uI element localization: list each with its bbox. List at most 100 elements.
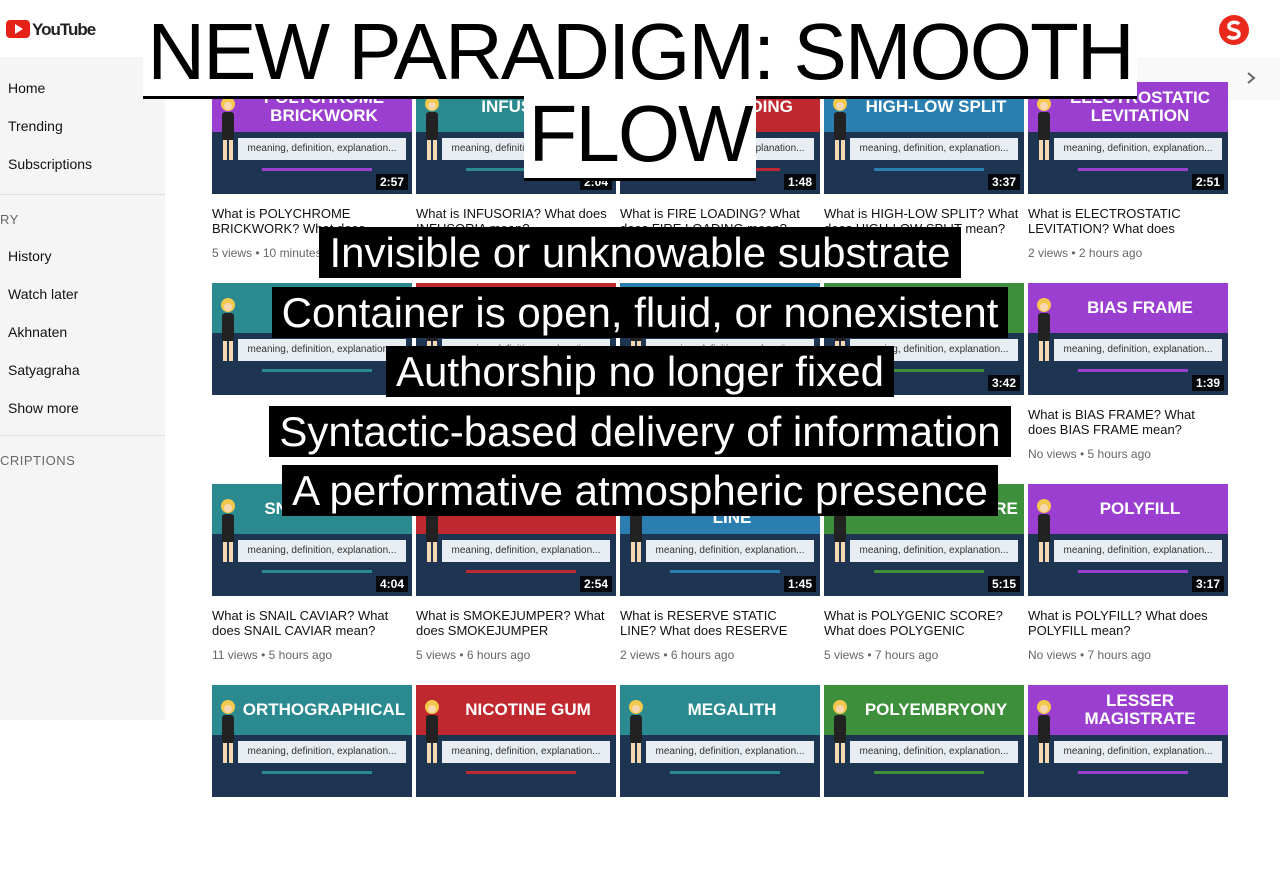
bullet-text: Container is open, fluid, or nonexistent [271, 286, 1009, 338]
video-meta: 2 views • 2 hours ago [1028, 246, 1143, 260]
duration: 5:15 [987, 576, 1020, 592]
nav-item[interactable]: Trending [8, 118, 63, 134]
thumb-underline [262, 570, 372, 573]
thumb-underline [466, 168, 576, 171]
video-title[interactable]: What is ELECTROSTATIC LEVITATION? What d… [1028, 206, 1181, 236]
thumb-underline [1078, 570, 1188, 573]
logo[interactable]: YouTube [32, 20, 96, 39]
video-meta: 5 views • 6 hours ago [416, 648, 531, 662]
thumbnail[interactable]: POLYEMBRYONY meaning, definition, explana… [824, 685, 1024, 797]
nav-item[interactable]: Subscriptions [8, 156, 93, 172]
presenter-figure [833, 97, 847, 160]
duration: 2:54 [579, 576, 612, 592]
thumbnail[interactable]: MEGALITH meaning, definition, explanation… [620, 685, 820, 797]
thumb-underline [262, 771, 372, 774]
nav-item[interactable]: History [8, 248, 52, 264]
thumbnail[interactable]: POLYFILL meaning, definition, explanation… [1028, 484, 1228, 596]
thumb-caption: meaning, definition, explanation... [1054, 339, 1222, 361]
thumbnail[interactable]: LESSER MAGISTRATE meaning, definition, ex… [1028, 685, 1228, 797]
thumb-underline [874, 771, 984, 774]
duration: 3:42 [987, 375, 1020, 391]
video-title[interactable]: What is POLYFILL? What does POLYFILL mea… [1028, 608, 1208, 638]
thumb-caption: meaning, definition, explanation... [238, 339, 406, 361]
video-title[interactable]: What is SMOKEJUMPER? What does SMOKEJUMP… [416, 608, 605, 638]
nav-item[interactable]: Satyagraha [8, 362, 80, 378]
thumb-underline [1078, 369, 1188, 372]
account-icon[interactable] [1218, 14, 1250, 46]
bullet-text: Invisible or unknowable substrate [319, 227, 961, 278]
video-title[interactable]: What is POLYGENIC SCORE? What does POLYG… [824, 608, 1003, 638]
thumbnail[interactable]: BIAS FRAME meaning, definition, explanati… [1028, 283, 1228, 395]
video-title[interactable]: What is SNAIL CAVIAR? What does SNAIL CA… [212, 608, 389, 638]
video-title[interactable]: What is BIAS FRAME? What does BIAS FRAME… [1028, 407, 1195, 437]
thumb-underline [670, 570, 780, 573]
video-card[interactable]: ORTHOGRAPHICAL meaning, definition, expla… [212, 685, 412, 875]
thumb-caption: meaning, definition, explanation... [1054, 540, 1222, 562]
duration: 2:57 [375, 174, 408, 190]
title-line: FLOW [524, 89, 756, 181]
thumb-caption: meaning, definition, explanation... [646, 741, 814, 763]
bullet: Container is open, fluid, or nonexistent [0, 286, 1280, 340]
video-card[interactable]: ELECTROSTATIC LEVITATION meaning, definit… [1028, 82, 1228, 272]
video-card[interactable]: BIAS FRAME meaning, definition, explanati… [1028, 283, 1228, 473]
bullet-text: Syntactic-based delivery of information [269, 405, 1011, 457]
presenter-figure [1037, 298, 1051, 361]
thumb-underline [670, 771, 780, 774]
duration: 1:48 [783, 174, 816, 190]
thumbnail[interactable]: ORTHOGRAPHICAL meaning, definition, expla… [212, 685, 412, 797]
youtube-icon [6, 20, 30, 38]
video-card[interactable]: MEGALITH meaning, definition, explanation… [620, 685, 820, 875]
thumb-underline [874, 168, 984, 171]
thumb-banner: ELECTROSTATIC LEVITATION [1028, 82, 1228, 132]
nav-item[interactable]: Akhnaten [8, 324, 68, 340]
thumb-caption: meaning, definition, explanation... [238, 138, 406, 160]
thumbnail[interactable]: NICOTINE GUM meaning, definition, explana… [416, 685, 616, 797]
bullet: Invisible or unknowable substrate [0, 226, 1280, 280]
thumb-banner: BIAS FRAME [1028, 283, 1228, 333]
thumb-underline [262, 168, 372, 171]
bullet-text: Authorship no longer fixed [386, 346, 894, 397]
video-card[interactable]: LESSER MAGISTRATE meaning, definition, ex… [1028, 685, 1228, 875]
thumb-underline [262, 369, 372, 372]
thumb-underline [874, 369, 984, 372]
video-card[interactable]: POLYFILL meaning, definition, explanation… [1028, 484, 1228, 674]
presenter-figure [1037, 499, 1051, 562]
video-meta: No views • 7 hours ago [1028, 648, 1151, 662]
thumb-caption: meaning, definition, explanation... [646, 540, 814, 562]
video-title[interactable]: What is RESERVE STATIC LINE? What does R… [620, 608, 788, 638]
bullet: A performative atmospheric presence [0, 464, 1280, 518]
thumb-caption: meaning, definition, explanation... [1054, 741, 1222, 763]
presenter-figure [1037, 97, 1051, 160]
thumb-caption: meaning, definition, explanation... [442, 540, 610, 562]
thumbnail[interactable]: ELECTROSTATIC LEVITATION meaning, definit… [1028, 82, 1228, 194]
video-meta: 5 views • 10 minutes ago [212, 246, 345, 260]
thumb-caption: meaning, definition, explanation... [1054, 138, 1222, 160]
thumb-banner: POLYFILL [1028, 484, 1228, 534]
thumb-underline [874, 570, 984, 573]
bullet: Syntactic-based delivery of information [0, 405, 1280, 459]
video-meta: 2 views • 6 hours ago [620, 648, 735, 662]
nav-item[interactable]: Watch later [8, 286, 79, 302]
video-meta: 11 views • 5 hours ago [212, 648, 333, 662]
presenter-figure [425, 97, 439, 160]
thumb-caption: meaning, definition, explanation... [238, 741, 406, 763]
presenter-figure [221, 499, 235, 562]
duration: 3:17 [1191, 576, 1224, 592]
video-card[interactable]: POLYEMBRYONY meaning, definition, explana… [824, 685, 1024, 875]
duration: 2:51 [1191, 174, 1224, 190]
page: YouTube Home Trending Subscriptions RY Histo… [0, 7, 1280, 797]
duration: 4:04 [375, 576, 408, 592]
nav-item[interactable]: Show more [8, 400, 79, 416]
divider [0, 194, 165, 195]
video-meta: No views • 5 hours ago [1028, 447, 1151, 461]
slide-title: FLOW [0, 89, 1280, 181]
duration: 3:37 [987, 174, 1020, 190]
thumb-underline [1078, 771, 1188, 774]
thumb-underline [466, 771, 576, 774]
video-card[interactable]: NICOTINE GUM meaning, definition, explana… [416, 685, 616, 875]
duration: 1:39 [1191, 375, 1224, 391]
section-heading: CRIPTIONS [0, 453, 76, 468]
nav-item[interactable]: Home [8, 80, 46, 96]
next-arrow[interactable] [1245, 71, 1257, 85]
duration: 1:45 [783, 576, 816, 592]
